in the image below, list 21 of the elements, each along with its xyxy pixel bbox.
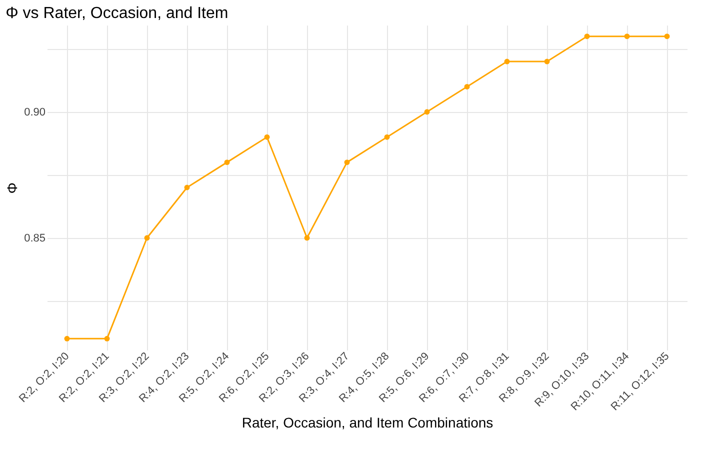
point	[304, 235, 310, 241]
point	[424, 109, 430, 115]
point	[464, 84, 470, 90]
point	[344, 160, 350, 166]
y-tick-label: 0.90	[24, 106, 46, 118]
point	[144, 235, 150, 241]
chart-title: Φ vs Rater, Occasion, and Item	[6, 5, 228, 22]
point	[584, 34, 590, 40]
point	[264, 134, 270, 140]
y-tick-label: 0.85	[24, 232, 46, 244]
x-axis-title: Rater, Occasion, and Item Combinations	[242, 414, 494, 430]
point	[104, 336, 110, 342]
point	[224, 160, 230, 166]
point	[664, 34, 670, 40]
y-axis-title: Φ	[4, 182, 20, 194]
point	[624, 34, 630, 40]
point	[64, 336, 70, 342]
point	[384, 134, 390, 140]
point	[184, 184, 190, 190]
point	[504, 58, 510, 64]
point	[544, 58, 550, 64]
